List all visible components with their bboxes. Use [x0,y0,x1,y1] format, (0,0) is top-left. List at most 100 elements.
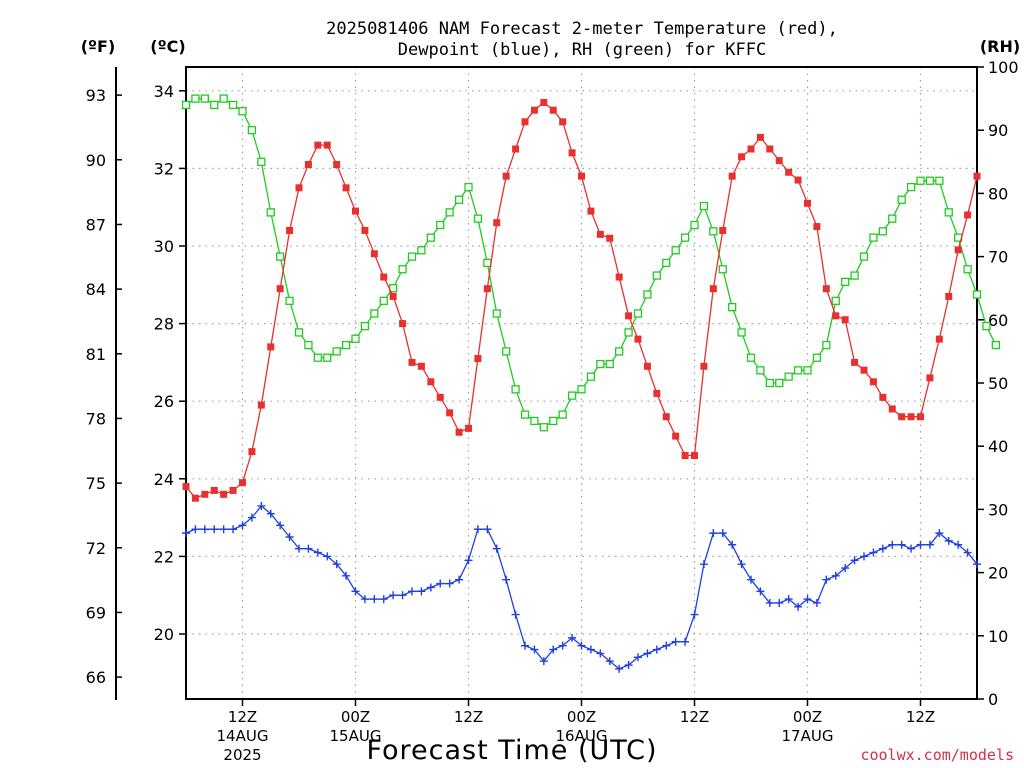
rh-point-2 [200,94,209,103]
dewpoint-point-42 [577,641,586,650]
rh-point-52 [671,246,680,255]
rh-point-75 [888,214,897,223]
rh-point-68 [822,340,831,350]
dewpoint-point-41 [568,633,577,642]
rh-point-65 [793,366,803,375]
dewpoint-point-81 [944,536,953,545]
time-year-label-12: 2025 [223,746,261,764]
rh-unit-label: (RH) [980,37,1020,56]
time-date-label-24: 15AUG [330,727,382,745]
dewpoint-point-37 [530,645,539,654]
temperature-point-79 [926,374,934,382]
chart-gridlines [186,67,977,699]
rh-tick-label-70: 70 [988,248,1008,267]
fahrenheit-tick-label-66: 66 [86,668,106,687]
dewpoint-point-47 [624,661,633,670]
temperature-point-74 [879,393,887,401]
dewpoint-point-24 [408,587,416,596]
temperature-point-29 [455,428,463,436]
fahrenheit-axis-ticks: 66 69 72 75 78 81 84 87 90 93 [86,86,122,687]
fahrenheit-tick-label-75: 75 [86,474,106,493]
dewpoint-point-70 [841,564,850,573]
temperature-point-51 [662,413,670,421]
rh-point-27 [436,220,445,230]
dewpoint-point-25 [417,587,426,596]
dewpoint-point-74 [878,544,887,553]
rh-point-15 [323,353,332,362]
rh-point-14 [313,353,322,362]
rh-point-20 [370,309,379,318]
dewpoint-point-48 [634,653,642,662]
dewpoint-point-10 [276,521,285,530]
rh-point-17 [341,340,351,350]
temperature-point-19 [361,226,369,234]
dewpoint-point-26 [426,583,435,592]
dewpoint-point-71 [850,556,859,565]
temperature-point-64 [785,168,793,176]
rh-point-12 [294,328,304,337]
dewpoint-point-8 [257,501,266,510]
dewpoint-point-45 [605,657,614,666]
rh-tick-label-30: 30 [988,500,1008,519]
temperature-point-78 [917,413,924,421]
fahrenheit-tick-label-78: 78 [86,409,106,428]
temperature-point-26 [427,378,435,386]
temperature-point-82 [954,246,962,254]
rh-point-72 [859,252,869,261]
plot-frame [185,66,978,700]
rh-point-16 [332,347,341,356]
time-tick-label-72: 00Z [793,708,822,726]
dewpoint-point-55 [699,560,708,569]
dewpoint-point-30 [464,556,473,565]
dewpoint-point-4 [219,525,228,534]
rh-point-85 [982,321,991,331]
dewpoint-point-5 [229,525,238,534]
temperature-point-22 [389,292,397,300]
dewpoint-point-82 [954,540,963,549]
dewpoint-point-56 [709,529,718,538]
celsius-tick-label-32: 32 [154,159,174,178]
rh-point-59 [737,328,746,337]
temperature-point-72 [860,366,868,374]
dewpoint-point-15 [323,552,332,561]
rh-tick-label-0: 0 [988,690,998,709]
temperature-point-48 [634,335,642,343]
temperature-point-59 [738,153,746,161]
rh-point-7 [247,126,257,135]
rh-point-32 [483,258,492,268]
temperature-point-84 [973,172,981,180]
temperature-point-31 [474,355,482,363]
fahrenheit-tick-label-84: 84 [86,280,106,299]
temperature-point-38 [540,98,548,106]
temperature-point-80 [935,335,943,343]
rh-point-77 [906,182,916,192]
rh-point-1 [191,94,200,103]
temperature-point-50 [653,389,661,397]
rh-tick-label-90: 90 [988,121,1008,140]
dewpoint-point-12 [295,544,303,553]
celsius-tick-label-26: 26 [154,392,174,411]
rh-point-49 [643,290,652,299]
dewpoint-point-28 [445,579,454,588]
rh-series [181,94,1000,432]
rh-point-60 [746,353,756,362]
temperature-point-23 [399,320,407,328]
celsius-tick-label-22: 22 [154,547,174,566]
dewpoint-point-31 [473,525,482,534]
temperature-point-43 [587,207,595,215]
dewpoint-point-13 [304,544,313,553]
temperature-point-15 [323,141,331,149]
dewpoint-point-18 [351,587,360,596]
rh-point-35 [511,385,520,394]
dewpoint-point-83 [963,548,972,557]
rh-point-76 [897,195,906,204]
dewpoint-point-23 [398,591,407,600]
rh-tick-label-10: 10 [988,627,1008,646]
temperature-point-77 [907,413,915,421]
rh-point-37 [530,416,539,426]
rh-point-42 [577,385,586,394]
rh-point-55 [699,201,709,211]
rh-point-53 [680,233,690,242]
dewpoint-point-80 [935,529,944,538]
